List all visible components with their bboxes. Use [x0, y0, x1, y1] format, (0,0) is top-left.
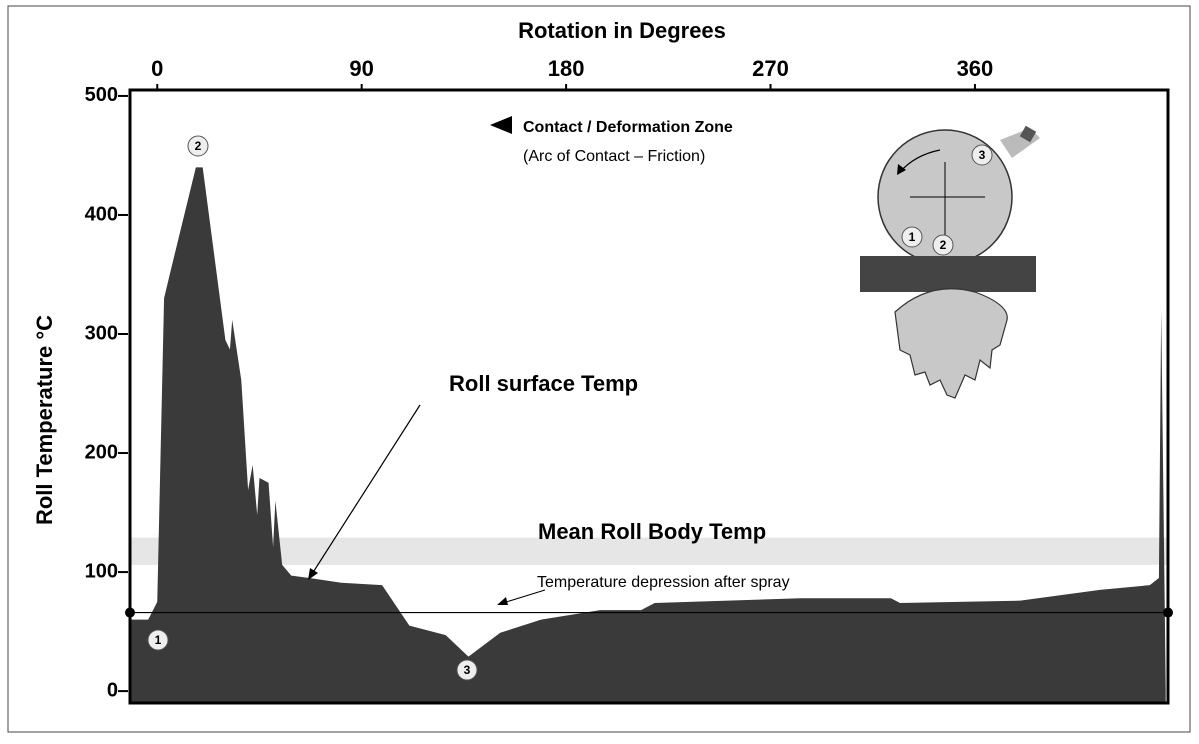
x-tick-label: 0 [151, 56, 163, 81]
x-tick-label: 90 [349, 56, 373, 81]
zone-marker [490, 116, 512, 134]
y-tick-label: 500 [85, 84, 118, 106]
mean-band [130, 537, 1168, 565]
x-tick-label: 180 [548, 56, 585, 81]
y-tick-label: 100 [85, 560, 118, 582]
marker-label: 3 [979, 148, 986, 162]
x-tick-label: 360 [957, 56, 994, 81]
y-tick-label: 200 [85, 441, 118, 463]
marker-label: 1 [155, 633, 162, 647]
arrowhead [897, 164, 906, 175]
arrowhead [308, 568, 318, 580]
ref-arrow [502, 589, 546, 604]
strip [860, 256, 1036, 292]
annotation-arrow [311, 404, 421, 575]
marker-badge [932, 234, 954, 256]
marker-label: 1 [909, 230, 916, 244]
annotation: Roll surface Temp [449, 371, 638, 396]
x-tick-label: 270 [752, 56, 789, 81]
y-tick-label: 0 [107, 679, 118, 701]
marker-badge [456, 659, 478, 681]
marker-badge [901, 226, 923, 248]
band-label: Mean Roll Body Temp [538, 519, 766, 544]
plot-border [128, 88, 1170, 705]
roll-diagram: 3 1 2 [860, 125, 1040, 399]
marker-badge [971, 144, 993, 166]
y-tick-label: 400 [85, 203, 118, 225]
sensor [1019, 125, 1037, 143]
marker-badge [187, 135, 209, 157]
marker-label: 2 [195, 139, 202, 153]
marker-label: 2 [940, 238, 947, 252]
marker-label: 3 [464, 663, 471, 677]
marker-badge [147, 629, 169, 651]
area [130, 167, 1166, 704]
lower-roll [894, 288, 1008, 399]
y-tick-label: 300 [85, 322, 118, 344]
ref-label: Temperature depression after spray [537, 574, 790, 591]
y-axis-title: Roll Temperature °C [32, 315, 57, 525]
annotation: Contact / Deformation Zone [523, 119, 733, 136]
x-axis-title: Rotation in Degrees [518, 18, 726, 43]
arrowhead [497, 597, 508, 605]
annotation: (Arc of Contact – Friction) [523, 148, 705, 165]
